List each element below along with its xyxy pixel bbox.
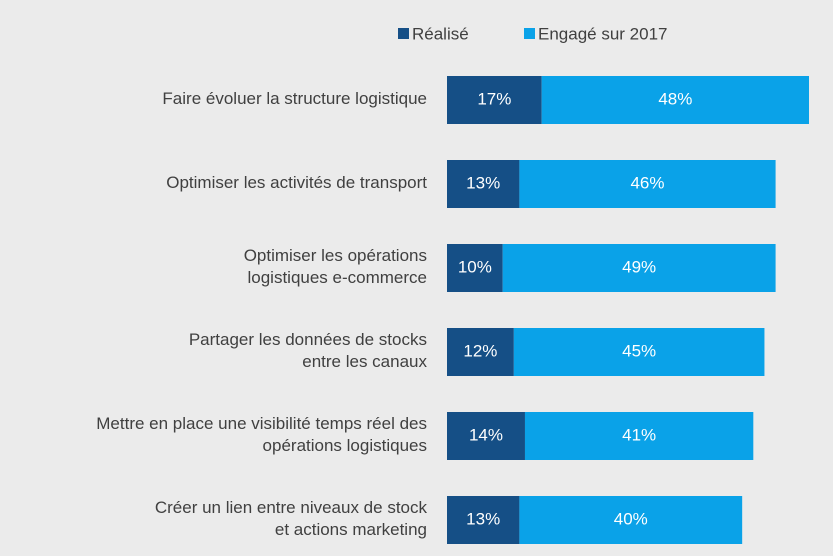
- bar-segment: [447, 328, 514, 376]
- value-label: 40%: [614, 509, 648, 528]
- bar-segment: [502, 244, 776, 292]
- value-label: 41%: [622, 425, 656, 444]
- bar-segment: [447, 76, 542, 124]
- category-label: Créer un lien entre niveaux de stock et a…: [155, 498, 428, 539]
- value-label: 48%: [658, 89, 692, 108]
- bar-segment: [513, 328, 765, 376]
- bar-segment: [524, 412, 754, 460]
- legend-swatch: [524, 28, 535, 39]
- bar-segment: [519, 496, 743, 544]
- value-label: 10%: [458, 257, 492, 276]
- category-label: Optimiser les opérations logistiques e-co…: [244, 246, 427, 287]
- category-label: Partager les données de stocks entre les …: [189, 330, 428, 371]
- bar-segment: [447, 412, 525, 460]
- value-label: 45%: [622, 341, 656, 360]
- value-label: 49%: [622, 257, 656, 276]
- value-label: 13%: [466, 509, 500, 528]
- value-label: 13%: [466, 173, 500, 192]
- bar-segment: [447, 244, 503, 292]
- bar-segment: [447, 496, 520, 544]
- category-label: Faire évoluer la structure logistique: [162, 89, 427, 108]
- bar-segment: [541, 76, 809, 124]
- value-label: 46%: [630, 173, 664, 192]
- legend-swatch: [398, 28, 409, 39]
- value-label: 14%: [469, 425, 503, 444]
- value-label: 17%: [477, 89, 511, 108]
- value-label: 12%: [463, 341, 497, 360]
- bar-segment: [519, 160, 776, 208]
- bar-segment: [447, 160, 520, 208]
- category-label: Optimiser les activités de transport: [166, 173, 427, 192]
- legend-label: Réalisé: [412, 24, 469, 43]
- category-label: Mettre en place une visibilité temps rée…: [96, 414, 427, 455]
- legend-label: Engagé sur 2017: [538, 24, 668, 43]
